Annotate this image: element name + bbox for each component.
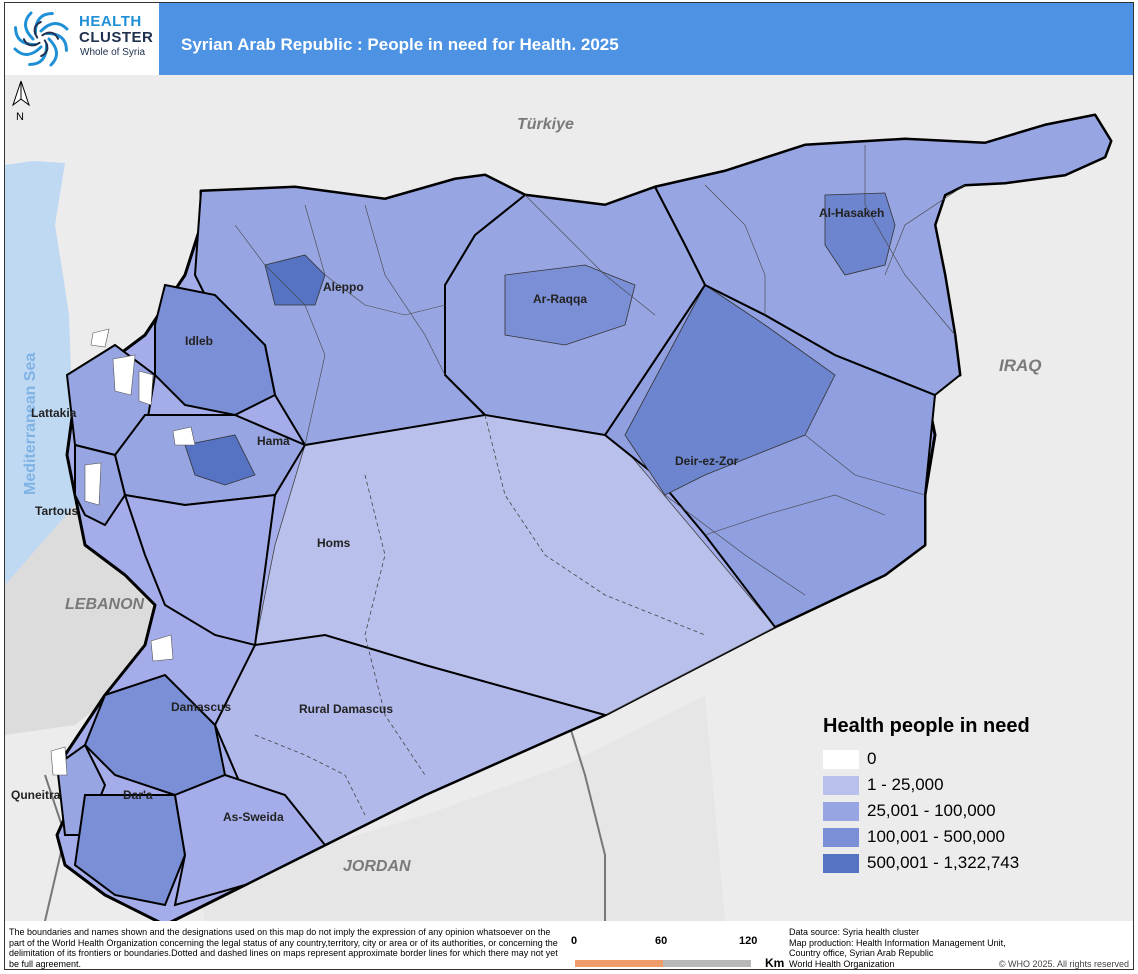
copyright: © WHO 2025. All rights reserved [998, 959, 1129, 969]
legend-swatch [823, 853, 859, 873]
label-damascus: Damascus [171, 700, 231, 714]
jordan-area [185, 695, 725, 921]
international-border [559, 694, 606, 921]
label-quneitra: Quneitra [11, 788, 61, 802]
label-mediterranean-sea: Mediterranean Sea [22, 353, 39, 495]
label-iraq: IRAQ [999, 356, 1042, 375]
map-frame: HEALTH CLUSTER Whole of Syria Syrian Ara… [4, 2, 1134, 970]
north-arrow-icon: N [12, 80, 30, 123]
district-boundaries [234, 145, 966, 596]
header: HEALTH CLUSTER Whole of Syria Syrian Ara… [5, 3, 1133, 75]
legend-item: 500,001 - 1,322,743 [823, 850, 1063, 876]
scale-segment-grey [663, 960, 751, 967]
syria-map: N Türkiye IRAQ LEBANON JORDAN Mediterran… [5, 80, 1113, 921]
label-ar-raqqa: Ar-Raqqa [533, 292, 587, 306]
label-homs: Homs [317, 536, 351, 550]
label-deir-ez-zor: Deir-ez-Zor [675, 454, 739, 468]
credit-line: Country office, Syrian Arab Republic [789, 948, 934, 958]
label-rural-damascus: Rural Damascus [299, 702, 393, 716]
legend-label: 25,001 - 100,000 [867, 801, 996, 820]
logo-subtitle: Whole of Syria [80, 47, 146, 58]
map-title: Syrian Arab Republic : People in need fo… [181, 35, 619, 54]
label-al-hasakeh: Al-Hasakeh [819, 206, 884, 220]
label-hama: Hama [257, 434, 290, 448]
legend-item: 25,001 - 100,000 [823, 798, 1063, 824]
scale-tick-60: 60 [655, 935, 668, 947]
legend: Health people in need 0 1 - 25,000 25,00… [823, 715, 1063, 876]
label-as-sweida: As-Sweida [223, 810, 284, 824]
footer: The boundaries and names shown and the d… [5, 921, 1133, 970]
legend-item: 1 - 25,000 [823, 772, 1063, 798]
as-sweida-region [173, 773, 327, 907]
legend-label: 100,001 - 500,000 [867, 827, 1006, 846]
credits: Data source: Syria health cluster Map pr… [789, 927, 1019, 969]
label-idleb: Idleb [185, 334, 213, 348]
logo-title-cluster: CLUSTER [79, 29, 154, 46]
legend-swatch [823, 749, 859, 769]
label-jordan: JORDAN [343, 858, 411, 875]
daraa-region [73, 794, 187, 907]
credit-line: World Health Organization [789, 958, 895, 969]
legend-label: 0 [867, 749, 877, 768]
logo-title-health: HEALTH [79, 13, 142, 30]
legend-label: 500,001 - 1,322,743 [867, 853, 1020, 872]
zero-value-patches [50, 328, 196, 776]
hama-dark-district [184, 434, 256, 486]
scale-tick-0: 0 [571, 935, 578, 947]
legend-swatch [823, 801, 859, 821]
raqqa-dark-district [504, 264, 636, 346]
legend-swatch [823, 775, 859, 795]
scale-unit: Km [765, 956, 785, 970]
credit-line: Data source: Syria health cluster [789, 927, 920, 937]
spiral-logo-icon [13, 11, 69, 67]
legend-title: Health people in need [823, 715, 1030, 737]
aleppo-dark-district [264, 254, 326, 306]
rural-damascus-region [213, 633, 608, 847]
label-tartous: Tartous [35, 504, 78, 518]
scale-segment-orange [575, 960, 663, 967]
scale-tick-120: 120 [739, 935, 758, 947]
health-cluster-logo: HEALTH CLUSTER Whole of Syria [5, 3, 159, 75]
credit-line: Map production: Health Information Manag… [789, 937, 1006, 948]
label-lattakia: Lattakia [31, 406, 77, 420]
title-bar: Syrian Arab Republic : People in need fo… [159, 3, 1133, 75]
legend-item: 100,001 - 500,000 [823, 824, 1063, 850]
north-label: N [16, 111, 24, 123]
legend-label: 1 - 25,000 [867, 775, 944, 794]
hasakeh-dark-district [824, 192, 896, 276]
label-daraa: Dar'a [123, 788, 153, 802]
label-aleppo: Aleppo [323, 280, 364, 294]
dashed-boundaries [254, 414, 706, 816]
homs-west-region [123, 493, 277, 647]
disclaimer-text: The boundaries and names shown and the d… [9, 927, 558, 969]
legend-swatch [823, 827, 859, 847]
deir-dark-district [624, 284, 836, 496]
label-turkiye: Türkiye [517, 116, 574, 133]
scale-bar: 0 60 120 Km [569, 927, 789, 970]
legend-item: 0 [823, 746, 1063, 772]
label-lebanon: LEBANON [65, 596, 145, 613]
